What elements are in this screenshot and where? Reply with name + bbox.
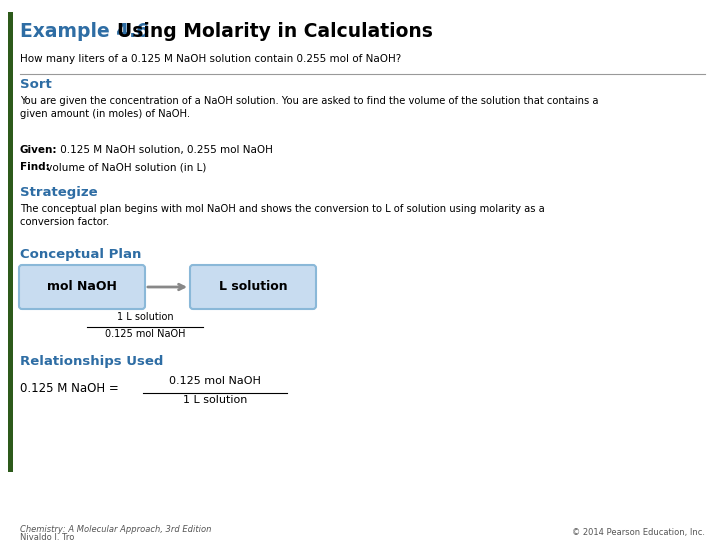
FancyBboxPatch shape — [190, 265, 316, 309]
Text: Relationships Used: Relationships Used — [20, 355, 163, 368]
Text: L solution: L solution — [219, 280, 287, 294]
Text: 0.125 M NaOH =: 0.125 M NaOH = — [20, 382, 119, 395]
Text: 0.125 M NaOH solution, 0.255 mol NaOH: 0.125 M NaOH solution, 0.255 mol NaOH — [57, 145, 273, 155]
Text: 0.125 mol NaOH: 0.125 mol NaOH — [169, 376, 261, 386]
Text: 1 L solution: 1 L solution — [183, 395, 247, 405]
Text: Strategize: Strategize — [20, 186, 98, 199]
Text: 1 L solution: 1 L solution — [117, 312, 174, 322]
Text: © 2014 Pearson Education, Inc.: © 2014 Pearson Education, Inc. — [572, 528, 705, 537]
FancyBboxPatch shape — [19, 265, 145, 309]
Text: Sort: Sort — [20, 78, 52, 91]
Text: volume of NaOH solution (in L): volume of NaOH solution (in L) — [43, 162, 207, 172]
Text: Nivaldo J. Tro: Nivaldo J. Tro — [20, 533, 74, 540]
FancyBboxPatch shape — [8, 12, 13, 472]
Text: How many liters of a 0.125 M NaOH solution contain 0.255 mol of NaOH?: How many liters of a 0.125 M NaOH soluti… — [20, 54, 401, 64]
Text: Example 4.6: Example 4.6 — [20, 22, 149, 41]
Text: Chemistry: A Molecular Approach, 3rd Edition: Chemistry: A Molecular Approach, 3rd Edi… — [20, 525, 212, 534]
Text: 0.125 mol NaOH: 0.125 mol NaOH — [104, 329, 185, 339]
Text: The conceptual plan begins with mol NaOH and shows the conversion to L of soluti: The conceptual plan begins with mol NaOH… — [20, 204, 545, 227]
Text: Conceptual Plan: Conceptual Plan — [20, 248, 141, 261]
Text: You are given the concentration of a NaOH solution. You are asked to find the vo: You are given the concentration of a NaO… — [20, 96, 598, 119]
Text: Using Molarity in Calculations: Using Molarity in Calculations — [117, 22, 433, 41]
Text: mol NaOH: mol NaOH — [47, 280, 117, 294]
Text: Find:: Find: — [20, 162, 50, 172]
Text: Given:: Given: — [20, 145, 58, 155]
